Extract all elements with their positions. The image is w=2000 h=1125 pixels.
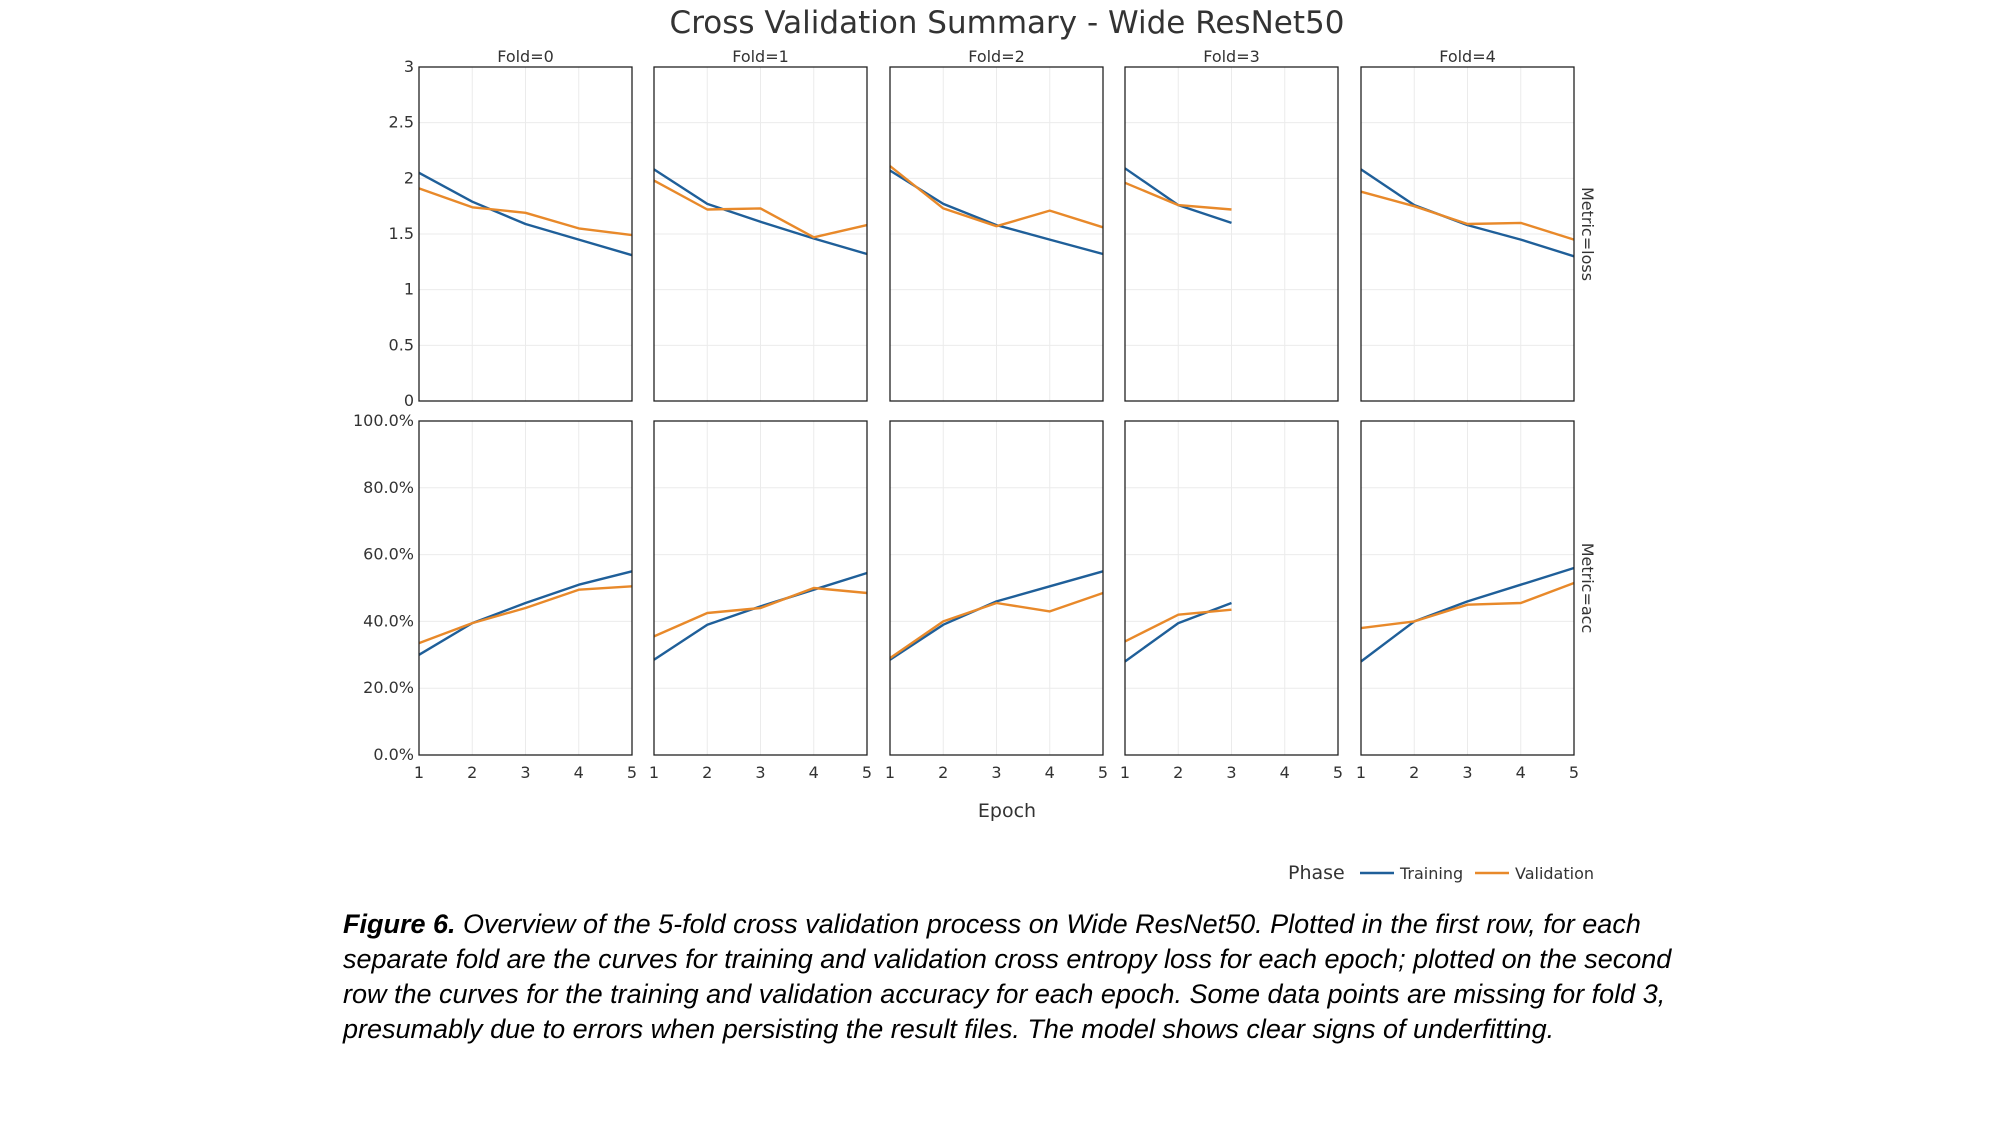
- fold-label: Fold=1: [732, 47, 789, 66]
- training-line: [1360, 566, 1575, 663]
- legend: Phase Training Validation: [1288, 862, 1594, 884]
- y-tick-label: 1.5: [389, 224, 414, 243]
- panel-metric-acc-fold-3: 1 2 3 4 5: [1120, 420, 1343, 782]
- x-tick-label: 1: [1356, 763, 1366, 782]
- fold-label: Fold=3: [1203, 47, 1260, 66]
- x-tick-label: 3: [1462, 763, 1472, 782]
- x-tick-label: 5: [1569, 763, 1579, 782]
- x-tick-label: 5: [862, 763, 872, 782]
- training-line: [889, 570, 1104, 661]
- panel-frame: [1124, 66, 1339, 402]
- x-tick-label: 1: [885, 763, 895, 782]
- x-tick-label: 3: [520, 763, 530, 782]
- y-tick-label: 1: [404, 280, 414, 299]
- x-tick-label: 4: [574, 763, 584, 782]
- metric-row-label: Metric=loss: [1578, 187, 1597, 281]
- fold-label: Fold=4: [1439, 47, 1496, 66]
- panel-metric-acc-fold-0: 0.0% 20.0% 40.0% 60.0% 80.0% 100.0% 1 2 3 4 5: [353, 411, 637, 782]
- panel-metric-acc-fold-1: 1 2 3 4 5: [649, 420, 872, 782]
- y-tick-label: 2: [404, 168, 414, 187]
- validation-line: [1360, 190, 1575, 241]
- panel-frame: [653, 420, 868, 756]
- validation-line: [1124, 608, 1232, 643]
- panel-metric-acc-fold-2: 1 2 3 4 5: [885, 420, 1108, 782]
- metric-row-label: Metric=acc: [1578, 543, 1597, 634]
- cross-validation-chart: Cross Validation Summary - Wide ResNet50…: [353, 5, 1597, 884]
- training-line: [653, 571, 868, 661]
- x-tick-label: 2: [702, 763, 712, 782]
- validation-line: [418, 585, 633, 645]
- caption-text: Overview of the 5-fold cross validation …: [343, 909, 1672, 1044]
- panel-frame: [1360, 66, 1575, 402]
- chart-title: Cross Validation Summary - Wide ResNet50: [670, 5, 1345, 41]
- validation-line: [889, 591, 1104, 660]
- fold-label: Fold=2: [968, 47, 1025, 66]
- panel-metric-acc-fold-4: 1 2 3 4 5 Metric=acc: [1356, 420, 1597, 782]
- legend-entry-validation: Validation: [1515, 864, 1594, 883]
- training-line: [653, 168, 868, 256]
- validation-line: [889, 165, 1104, 229]
- caption-label: Figure 6.: [343, 909, 456, 939]
- fold-label: Fold=0: [497, 47, 554, 66]
- validation-line: [653, 179, 868, 239]
- y-tick-label: 80.0%: [363, 478, 414, 497]
- validation-line: [1360, 581, 1575, 630]
- legend-title: Phase: [1288, 862, 1345, 884]
- x-tick-label: 3: [991, 763, 1001, 782]
- panel-frame: [889, 420, 1104, 756]
- panel-metric-loss-fold-1: Fold=1: [653, 47, 868, 402]
- x-tick-label: 2: [1173, 763, 1183, 782]
- facet-panels: Fold=0 0 0.5 1 1.5 2 2.5 3 Fold=1 Fold=2 Fold=3 Fol…: [353, 47, 1597, 782]
- y-tick-label: 0.5: [389, 335, 414, 354]
- y-tick-label: 3: [404, 57, 414, 76]
- x-tick-label: 1: [414, 763, 424, 782]
- x-tick-label: 1: [1120, 763, 1130, 782]
- y-tick-label: 0: [404, 391, 414, 410]
- y-tick-label: 100.0%: [353, 411, 414, 430]
- x-tick-label: 3: [755, 763, 765, 782]
- x-axis-label: Epoch: [978, 800, 1036, 822]
- x-tick-label: 2: [467, 763, 477, 782]
- x-tick-label: 2: [938, 763, 948, 782]
- x-tick-label: 5: [627, 763, 637, 782]
- panel-metric-loss-fold-4: Fold=4 Metric=loss: [1360, 47, 1597, 402]
- training-line: [1124, 601, 1232, 663]
- panel-metric-loss-fold-0: Fold=0 0 0.5 1 1.5 2 2.5 3: [389, 47, 633, 410]
- validation-line: [653, 586, 868, 638]
- x-tick-label: 4: [1045, 763, 1055, 782]
- y-tick-label: 20.0%: [363, 678, 414, 697]
- panel-frame: [418, 66, 633, 402]
- panel-frame: [1360, 420, 1575, 756]
- training-line: [418, 570, 633, 656]
- x-tick-label: 2: [1409, 763, 1419, 782]
- y-tick-label: 60.0%: [363, 545, 414, 564]
- x-tick-label: 4: [809, 763, 819, 782]
- y-tick-label: 2.5: [389, 113, 414, 132]
- x-tick-label: 4: [1280, 763, 1290, 782]
- panel-frame: [1124, 420, 1339, 756]
- figure-caption: Figure 6. Overview of the 5-fold cross v…: [343, 907, 1673, 1047]
- panel-frame: [418, 420, 633, 756]
- x-tick-label: 1: [649, 763, 659, 782]
- panel-frame: [889, 66, 1104, 402]
- panel-metric-loss-fold-2: Fold=2: [889, 47, 1104, 402]
- y-tick-label: 40.0%: [363, 611, 414, 630]
- x-tick-label: 3: [1226, 763, 1236, 782]
- legend-entry-training: Training: [1399, 864, 1463, 883]
- panel-metric-loss-fold-3: Fold=3: [1124, 47, 1339, 402]
- panel-frame: [653, 66, 868, 402]
- x-tick-label: 5: [1098, 763, 1108, 782]
- training-line: [418, 171, 633, 257]
- y-tick-label: 0.0%: [373, 745, 414, 764]
- x-tick-label: 5: [1333, 763, 1343, 782]
- validation-line: [1124, 181, 1232, 211]
- x-tick-label: 4: [1516, 763, 1526, 782]
- validation-line: [418, 187, 633, 237]
